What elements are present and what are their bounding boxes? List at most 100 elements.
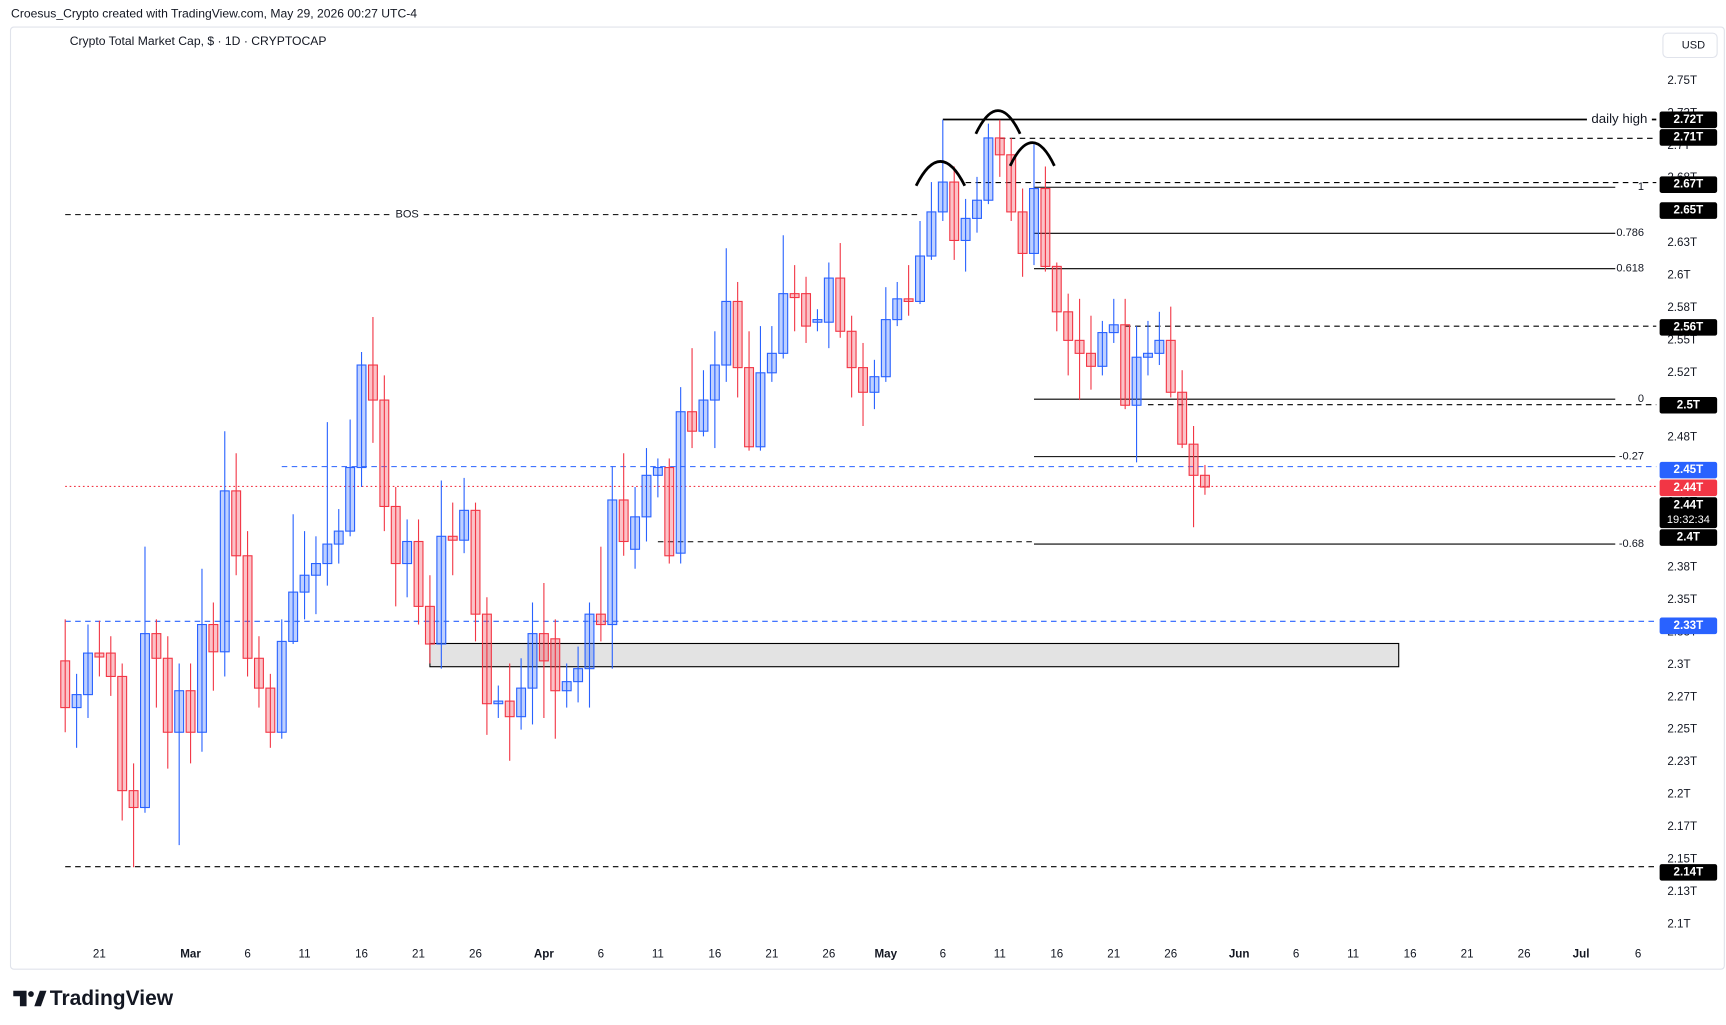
x-tick-label: 11 xyxy=(299,947,311,960)
candle xyxy=(196,568,207,752)
candle xyxy=(288,514,299,645)
candle xyxy=(801,276,812,343)
level-text-bg xyxy=(1586,111,1652,127)
x-tick-label: Jun xyxy=(1229,947,1250,960)
candle xyxy=(903,265,914,316)
candle xyxy=(698,370,709,437)
candle-body xyxy=(983,137,994,201)
candle-body xyxy=(1131,356,1142,406)
price-label: 2.44T xyxy=(1674,499,1704,512)
x-tick-label: 21 xyxy=(765,947,778,960)
chart-title: Crypto Total Market Cap, $ · 1D · CRYPTO… xyxy=(70,34,327,48)
price-label-box xyxy=(1659,176,1718,193)
candle xyxy=(823,262,834,349)
candle xyxy=(584,602,595,708)
candle-body xyxy=(1006,154,1017,213)
x-tick-label: Jul xyxy=(1573,947,1590,960)
candle-body xyxy=(778,293,789,354)
x-tick-label: 6 xyxy=(244,947,250,960)
price-label: 2.45T xyxy=(1674,463,1704,476)
candle xyxy=(253,636,264,708)
candle xyxy=(117,663,128,821)
candle xyxy=(105,636,116,696)
candle-body xyxy=(196,623,207,733)
candle-body xyxy=(459,509,470,541)
candle-body xyxy=(1040,187,1051,267)
candle xyxy=(812,309,823,332)
y-tick-label: 2.25T xyxy=(1667,723,1697,736)
y-tick-label: 2.35T xyxy=(1667,593,1697,606)
candle-body xyxy=(481,613,492,705)
candle-body xyxy=(538,633,549,662)
y-tick-label: 2.6T xyxy=(1667,269,1690,282)
y-tick-label: 2.75T xyxy=(1667,74,1697,87)
candle xyxy=(732,281,743,398)
y-tick-label: 2.15T xyxy=(1667,852,1697,865)
candle xyxy=(299,531,310,620)
candle-body xyxy=(641,474,652,518)
candle xyxy=(618,453,629,556)
candle xyxy=(459,477,470,554)
candle xyxy=(481,597,492,735)
candle xyxy=(972,176,982,233)
candle xyxy=(390,486,401,607)
x-tick-label: 21 xyxy=(412,947,425,960)
candle xyxy=(1108,298,1119,343)
x-tick-label: 11 xyxy=(1347,947,1359,960)
candle xyxy=(345,419,356,537)
candle-body xyxy=(174,690,185,733)
price-label-box xyxy=(1659,864,1718,881)
x-tick-label: 26 xyxy=(822,947,835,960)
candle xyxy=(721,248,732,382)
peak-arc xyxy=(974,109,1022,135)
candle-body xyxy=(561,681,572,692)
candle-body xyxy=(402,540,413,565)
price-sublabel: 19:32:34 xyxy=(1667,514,1710,526)
candle xyxy=(1165,306,1176,398)
price-label: 2.71T xyxy=(1674,131,1704,144)
candle xyxy=(1017,188,1028,277)
x-tick-label: 11 xyxy=(994,947,1006,960)
candle xyxy=(1029,144,1039,266)
price-label-box xyxy=(1659,461,1718,479)
candle xyxy=(937,119,948,221)
candle xyxy=(310,536,321,615)
currency[interactable]: USD xyxy=(1682,39,1705,51)
candle xyxy=(174,663,185,846)
logo[interactable]: TradingView xyxy=(50,987,174,1010)
candle-body xyxy=(128,790,139,809)
candle-body xyxy=(926,211,937,257)
x-tick-label: 26 xyxy=(1164,947,1177,960)
candle-body xyxy=(1165,339,1176,393)
candle-body xyxy=(709,364,720,401)
candle-body xyxy=(550,638,561,692)
candle-body xyxy=(949,181,960,242)
candle xyxy=(231,453,242,576)
fib-text: 1 xyxy=(1638,181,1644,193)
price-label: 2.4T xyxy=(1677,531,1700,544)
price-label-box xyxy=(1659,617,1718,635)
y-tick-label: 2.13T xyxy=(1667,885,1697,898)
candle xyxy=(356,352,367,487)
candle-body xyxy=(994,137,1005,156)
price-label: 2.67T xyxy=(1674,178,1704,191)
candle-body xyxy=(835,277,846,332)
candle-body xyxy=(94,652,105,658)
price-label-box xyxy=(1659,396,1718,414)
candle xyxy=(322,422,333,586)
candle xyxy=(162,636,173,769)
currency-box[interactable] xyxy=(1662,32,1718,59)
candle-body xyxy=(208,623,219,653)
logo-mark xyxy=(13,990,47,1007)
x-tick-label: 11 xyxy=(652,947,664,960)
credit: Croesus_Crypto created with TradingView.… xyxy=(11,7,417,21)
candle xyxy=(1040,166,1051,272)
candle xyxy=(744,331,755,451)
candle xyxy=(402,519,413,598)
x-tick-label: 26 xyxy=(1518,947,1531,960)
fib-text: 0.786 xyxy=(1616,227,1644,239)
x-tick-label: 16 xyxy=(355,947,368,960)
candle xyxy=(71,673,82,748)
candle xyxy=(276,619,287,739)
